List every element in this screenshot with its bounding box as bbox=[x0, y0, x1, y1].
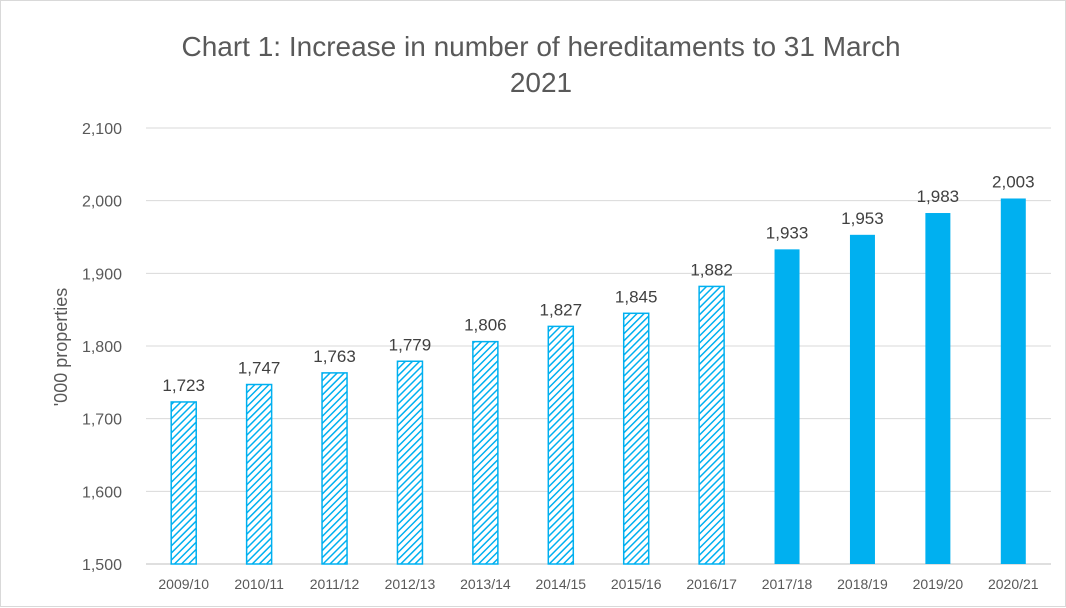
data-labels: 1,723 1,747 1,763 1,779 1,806 1,827 1,845 1,882… bbox=[162, 172, 1034, 394]
bar-2011-12 bbox=[321, 372, 348, 565]
data-label: 1,806 bbox=[464, 316, 507, 335]
y-tick-label: 1,900 bbox=[82, 266, 122, 283]
bar-2019-20 bbox=[925, 213, 951, 564]
x-tick-label: 2013/14 bbox=[460, 576, 511, 592]
x-tick-label: 2015/16 bbox=[611, 576, 662, 592]
bar-2018-19 bbox=[849, 234, 875, 564]
y-tick-label: 2,000 bbox=[82, 194, 122, 211]
y-tick-label: 1,800 bbox=[82, 339, 122, 356]
x-tick-label: 2019/20 bbox=[913, 576, 964, 592]
bar-2010-11 bbox=[245, 383, 273, 565]
data-label: 1,845 bbox=[615, 287, 658, 306]
bars bbox=[170, 198, 1026, 565]
x-tick-label: 2018/19 bbox=[837, 576, 888, 592]
bar-2009-10 bbox=[170, 401, 197, 565]
data-label: 1,882 bbox=[690, 260, 733, 279]
y-tick-label: 1,500 bbox=[82, 557, 122, 574]
data-label: 1,983 bbox=[917, 187, 960, 206]
y-tick-label: 2,100 bbox=[82, 121, 122, 138]
x-tick-label: 2011/12 bbox=[310, 576, 360, 592]
x-axis-ticks: 2009/10 2010/11 2011/12 2012/13 2013/14 2014/… bbox=[158, 576, 1038, 592]
data-label: 1,827 bbox=[540, 300, 583, 319]
chart-title-line-2: 2021 bbox=[510, 67, 572, 98]
x-tick-label: 2017/18 bbox=[762, 576, 813, 592]
data-label: 1,723 bbox=[162, 376, 205, 395]
bar-2020-21 bbox=[1000, 198, 1026, 564]
gridlines bbox=[146, 127, 1051, 565]
x-tick-label: 2016/17 bbox=[686, 576, 737, 592]
x-tick-label: 2010/11 bbox=[234, 576, 284, 592]
data-label: 1,933 bbox=[766, 223, 809, 242]
data-label: 1,763 bbox=[313, 347, 356, 366]
chart-title-line-1: Chart 1: Increase in number of hereditam… bbox=[181, 31, 900, 62]
data-label: 1,747 bbox=[238, 359, 281, 378]
bar-2016-17 bbox=[698, 285, 725, 565]
x-tick-label: 2012/13 bbox=[385, 576, 436, 592]
data-label: 1,779 bbox=[389, 335, 432, 354]
bar-2015-16 bbox=[622, 312, 650, 565]
bar-2013-14 bbox=[472, 340, 499, 565]
bar-2014-15 bbox=[547, 325, 575, 565]
data-label: 1,953 bbox=[841, 209, 884, 228]
bar-2017-18 bbox=[774, 249, 800, 564]
bar-2012-13 bbox=[396, 360, 424, 565]
x-tick-label: 2020/21 bbox=[988, 576, 1039, 592]
y-tick-label: 1,600 bbox=[82, 484, 122, 501]
y-axis-label: '000 properties bbox=[51, 288, 71, 407]
data-label: 2,003 bbox=[992, 172, 1035, 191]
y-tick-label: 1,700 bbox=[82, 412, 122, 429]
x-tick-label: 2014/15 bbox=[535, 576, 586, 592]
y-axis-ticks: 1,500 1,600 1,700 1,800 1,900 2,000 2,100 bbox=[82, 121, 122, 574]
x-tick-label: 2009/10 bbox=[158, 576, 209, 592]
